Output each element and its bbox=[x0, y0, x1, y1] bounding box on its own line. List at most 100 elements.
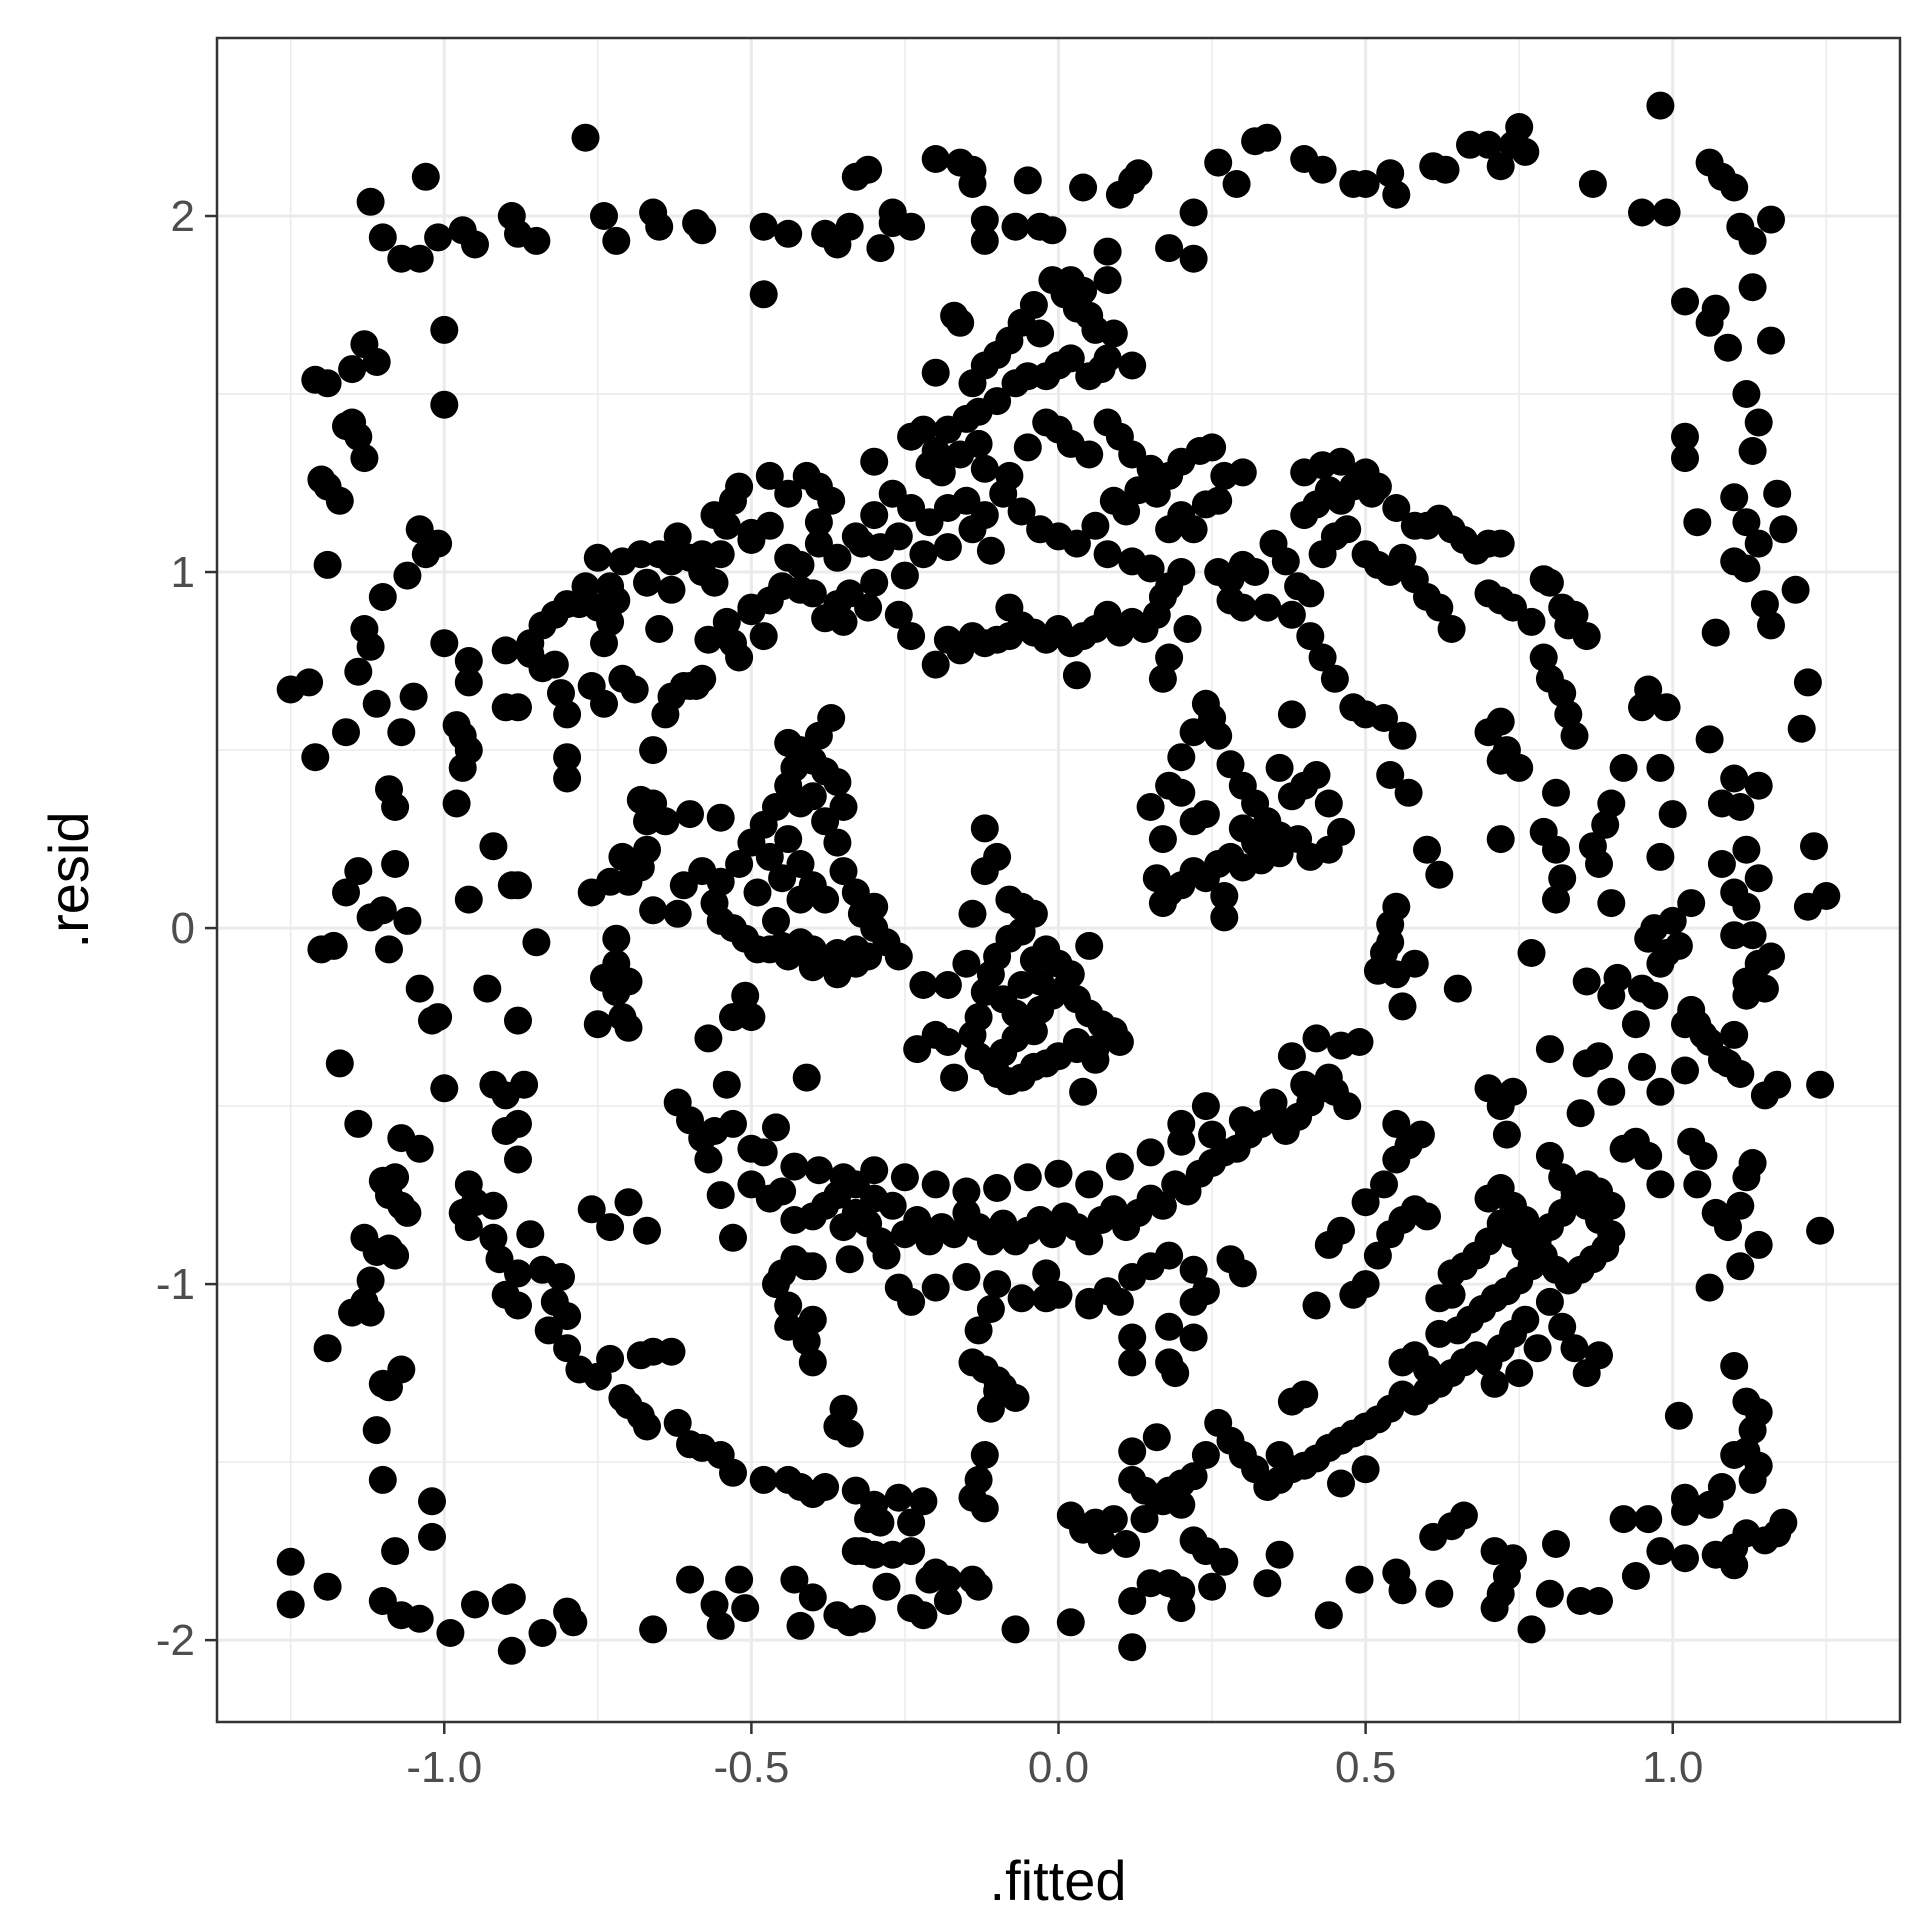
data-point bbox=[516, 1220, 545, 1249]
data-point bbox=[780, 753, 809, 782]
data-point bbox=[940, 1220, 969, 1249]
data-point bbox=[1720, 764, 1749, 793]
data-point bbox=[1302, 761, 1331, 789]
data-point bbox=[1757, 205, 1785, 234]
data-point bbox=[762, 906, 790, 935]
data-point bbox=[479, 832, 508, 861]
data-point bbox=[608, 842, 637, 871]
data-point bbox=[1505, 113, 1534, 141]
data-point bbox=[1720, 1352, 1749, 1380]
data-point bbox=[1382, 1109, 1411, 1138]
data-point bbox=[1056, 1608, 1085, 1637]
data-point bbox=[1228, 1259, 1257, 1288]
data-point bbox=[1566, 1587, 1595, 1615]
data-point bbox=[1542, 778, 1570, 807]
data-point bbox=[1394, 778, 1423, 807]
data-point bbox=[1099, 486, 1128, 515]
data-points bbox=[276, 91, 1841, 1665]
data-point bbox=[903, 1035, 932, 1064]
data-point bbox=[694, 625, 723, 654]
data-point bbox=[1155, 1312, 1184, 1341]
y-tick-label: 0 bbox=[171, 904, 195, 953]
data-point bbox=[1093, 540, 1122, 569]
data-point bbox=[1265, 1441, 1294, 1469]
data-point bbox=[553, 1334, 582, 1363]
data-point bbox=[1001, 999, 1030, 1028]
data-point bbox=[1228, 593, 1257, 622]
data-point bbox=[614, 1188, 643, 1217]
data-point bbox=[841, 522, 870, 551]
data-point bbox=[430, 629, 459, 658]
data-point bbox=[1345, 1028, 1374, 1056]
data-point bbox=[989, 479, 1018, 508]
data-point bbox=[639, 1615, 668, 1644]
data-point bbox=[1806, 1216, 1835, 1245]
data-point bbox=[749, 212, 778, 241]
data-point bbox=[1425, 593, 1454, 622]
data-point bbox=[1075, 1287, 1104, 1316]
data-point bbox=[491, 1117, 520, 1145]
data-point bbox=[1296, 622, 1325, 651]
data-point bbox=[1062, 1028, 1091, 1056]
data-point bbox=[976, 1295, 1005, 1323]
data-point bbox=[344, 1109, 373, 1138]
data-point bbox=[1806, 1070, 1835, 1099]
data-point bbox=[725, 472, 754, 501]
y-tick-label: 1 bbox=[171, 548, 195, 597]
data-point bbox=[1511, 1206, 1540, 1234]
data-point bbox=[1634, 675, 1663, 704]
data-point bbox=[1241, 828, 1270, 857]
data-point bbox=[325, 1049, 354, 1078]
data-point bbox=[344, 657, 373, 686]
data-point bbox=[1720, 1551, 1749, 1580]
data-point bbox=[1634, 1141, 1663, 1170]
data-point bbox=[1001, 1227, 1030, 1256]
data-point bbox=[393, 1198, 422, 1227]
data-point bbox=[504, 1291, 532, 1320]
data-point bbox=[1136, 1138, 1165, 1167]
data-point bbox=[1314, 789, 1343, 818]
data-point bbox=[1099, 319, 1128, 348]
data-point bbox=[461, 1590, 489, 1619]
data-point bbox=[983, 1270, 1012, 1299]
data-point bbox=[436, 1619, 465, 1647]
data-point bbox=[1118, 1348, 1147, 1377]
data-point bbox=[755, 461, 784, 490]
data-point bbox=[1136, 554, 1165, 583]
data-point bbox=[1388, 543, 1417, 572]
data-point bbox=[983, 1174, 1012, 1202]
data-point bbox=[884, 600, 913, 629]
data-point bbox=[1155, 234, 1184, 263]
data-point bbox=[590, 202, 618, 230]
data-point bbox=[1572, 967, 1601, 996]
data-point bbox=[1136, 793, 1165, 821]
data-point bbox=[995, 593, 1024, 622]
data-point bbox=[1179, 1255, 1208, 1284]
data-point bbox=[1118, 1437, 1147, 1466]
data-point bbox=[387, 1355, 416, 1384]
data-point bbox=[1148, 664, 1177, 693]
data-point bbox=[663, 1088, 692, 1117]
data-point bbox=[338, 355, 367, 384]
data-point bbox=[1198, 1120, 1227, 1149]
data-point bbox=[1118, 351, 1147, 380]
data-point bbox=[884, 942, 913, 971]
data-point bbox=[1535, 568, 1564, 597]
y-axis-ticks: -2 -1 0 1 2 bbox=[156, 192, 217, 1665]
data-point bbox=[1167, 1490, 1196, 1519]
data-point bbox=[1210, 1547, 1239, 1576]
data-point bbox=[1560, 1334, 1589, 1363]
data-point bbox=[387, 1124, 416, 1153]
data-point bbox=[823, 543, 852, 572]
data-point bbox=[1118, 1465, 1147, 1494]
data-point bbox=[1738, 273, 1767, 302]
data-point bbox=[774, 1291, 803, 1320]
data-point bbox=[964, 1572, 993, 1601]
data-point bbox=[921, 145, 950, 173]
data-point bbox=[1529, 643, 1558, 672]
data-point bbox=[393, 906, 422, 935]
data-point bbox=[1388, 992, 1417, 1021]
y-tick-label: -2 bbox=[156, 1616, 195, 1665]
x-tick-label: -0.5 bbox=[713, 1743, 789, 1792]
data-point bbox=[1732, 981, 1761, 1010]
